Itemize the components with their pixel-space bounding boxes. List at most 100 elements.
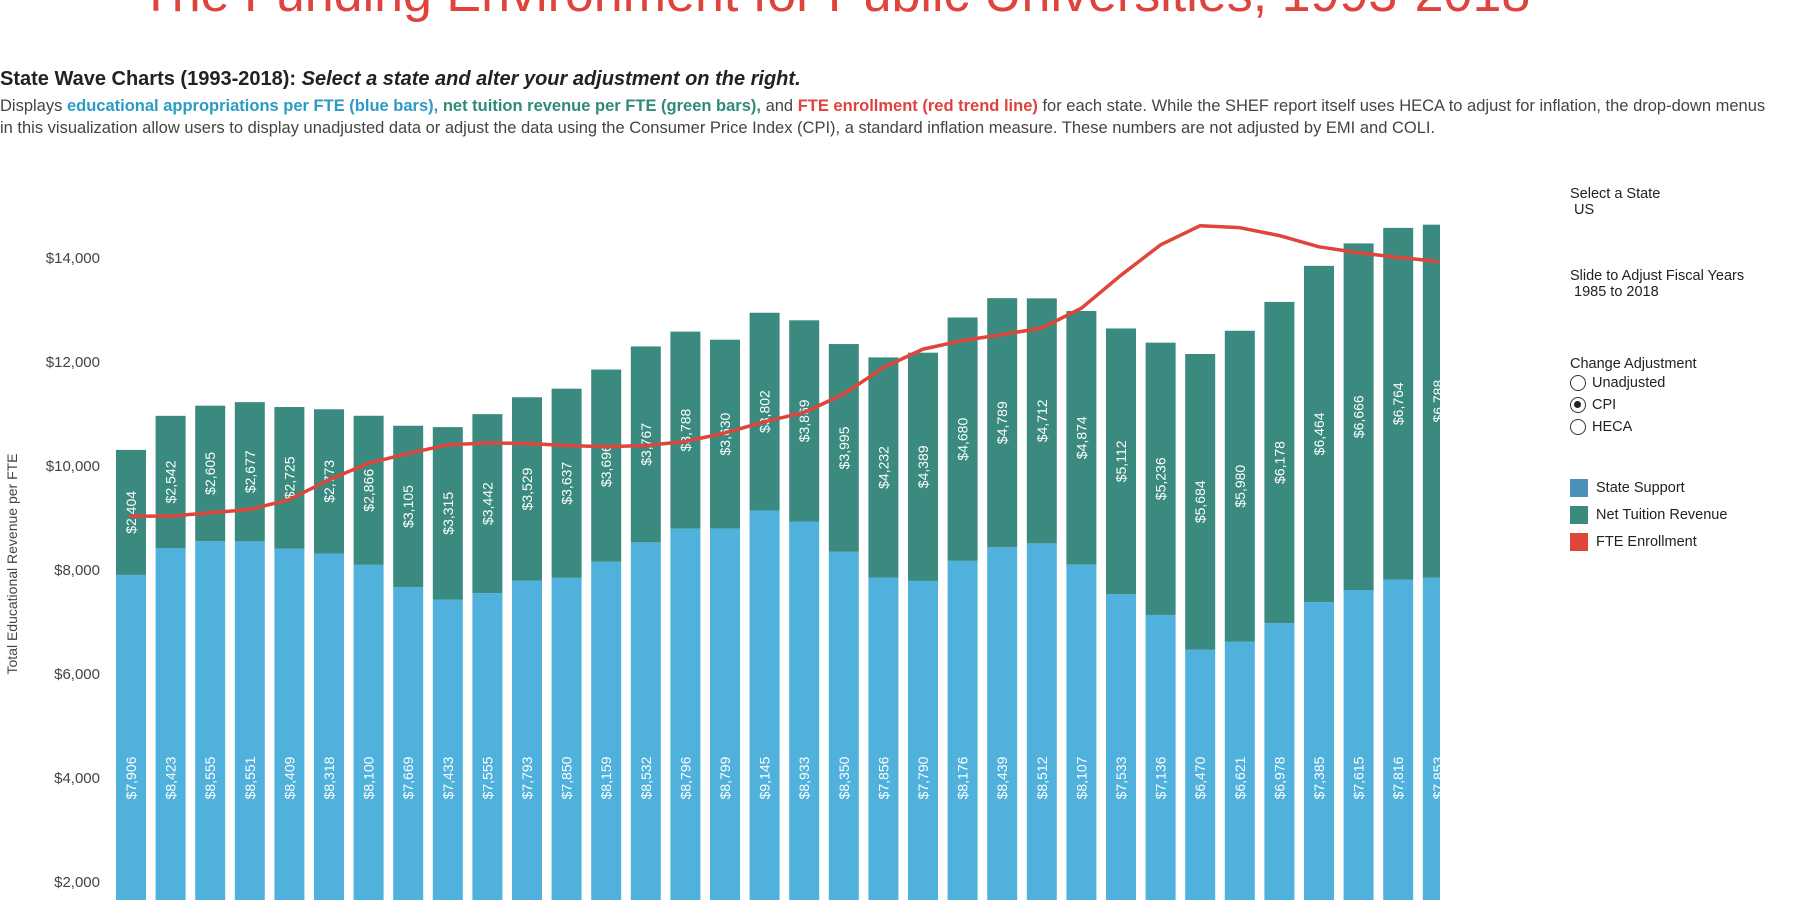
bar-net-tuition xyxy=(155,415,186,549)
bar-net-tuition xyxy=(432,427,463,600)
bar-state-support xyxy=(393,587,424,900)
radio-unadjusted[interactable] xyxy=(1570,375,1586,391)
bar-net-tuition xyxy=(1422,224,1440,578)
bar-state-support xyxy=(353,564,384,900)
bar-label-net-tuition: $4,712 xyxy=(1034,399,1050,442)
bar-state-support xyxy=(1264,623,1295,900)
legend-swatch-net-tuition xyxy=(1570,505,1588,524)
bar-net-tuition xyxy=(116,449,146,575)
bar-label-state-support: $8,555 xyxy=(202,756,218,799)
bar-label-state-support: $6,978 xyxy=(1271,756,1287,799)
adjustment-group: Change Adjustment Unadjusted CPI HECA xyxy=(1570,356,1697,438)
bar-state-support xyxy=(1224,641,1255,900)
fiscal-year-slider[interactable]: Slide to Adjust Fiscal Years 1985 to 201… xyxy=(1570,268,1744,300)
bar-net-tuition xyxy=(868,357,899,578)
bar-label-state-support: $8,532 xyxy=(638,756,654,799)
bar-label-net-tuition: $4,874 xyxy=(1073,416,1089,459)
y-tick-label: $8,000 xyxy=(54,562,100,579)
subheading-bold: State Wave Charts (1993-2018): xyxy=(0,68,297,90)
bar-state-support xyxy=(234,541,265,900)
bar-state-support xyxy=(472,593,503,900)
bar-label-state-support: $8,439 xyxy=(994,756,1010,799)
bar-state-support xyxy=(512,580,542,900)
bar-label-state-support: $7,136 xyxy=(1153,756,1169,799)
bar-net-tuition xyxy=(512,397,542,581)
fte-enrollment-line xyxy=(129,223,1440,518)
state-selector-label: Select a State xyxy=(1570,186,1661,202)
bar-state-support xyxy=(1343,590,1374,900)
bar-label-state-support: $7,533 xyxy=(1113,756,1129,799)
legend-label-fte: FTE Enrollment xyxy=(1596,533,1697,550)
bar-state-support xyxy=(828,551,859,900)
bar-label-net-tuition: $5,112 xyxy=(1113,440,1129,482)
legend-fte-enrollment: FTE Enrollment xyxy=(1570,528,1727,555)
bar-label-net-tuition: $3,442 xyxy=(479,482,495,525)
bar-net-tuition xyxy=(1383,227,1414,580)
chart-subheading: State Wave Charts (1993-2018): Select a … xyxy=(0,68,801,91)
bar-label-state-support: $7,433 xyxy=(440,756,456,799)
bar-label-net-tuition: $5,684 xyxy=(1192,480,1208,523)
bar-net-tuition xyxy=(947,317,978,561)
y-tick-label: $12,000 xyxy=(46,354,100,371)
radio-heca[interactable] xyxy=(1570,419,1586,435)
adjustment-option-cpi[interactable]: CPI xyxy=(1570,394,1697,416)
bar-net-tuition xyxy=(274,407,305,549)
bar-state-support xyxy=(630,542,661,900)
bar-label-state-support: $7,555 xyxy=(479,756,495,799)
adjustment-option-heca[interactable]: HECA xyxy=(1570,416,1697,438)
bar-net-tuition xyxy=(749,312,780,511)
adjustment-option-unadjusted[interactable]: Unadjusted xyxy=(1570,372,1697,394)
bar-label-net-tuition: $2,866 xyxy=(361,469,377,512)
bar-state-support xyxy=(1066,564,1097,900)
y-tick-label: $10,000 xyxy=(46,458,100,475)
desc-red-line: FTE enrollment (red trend line) xyxy=(797,97,1038,115)
state-selector-value[interactable]: US xyxy=(1574,202,1595,218)
radio-cpi[interactable] xyxy=(1570,397,1586,413)
bar-state-support xyxy=(1026,543,1057,900)
bar-net-tuition xyxy=(670,331,701,529)
y-axis-title: Total Educational Revenue per FTE xyxy=(4,453,20,674)
bar-state-support xyxy=(947,560,978,900)
bar-state-support xyxy=(789,521,820,900)
bar-label-state-support: $7,856 xyxy=(875,756,891,799)
bar-label-net-tuition: $4,389 xyxy=(915,445,931,488)
bar-state-support xyxy=(274,548,305,900)
subheading-instruction: Select a state and alter your adjustment… xyxy=(301,68,801,90)
bar-net-tuition xyxy=(987,298,1018,548)
bar-state-support xyxy=(432,599,463,900)
bar-label-state-support: $8,176 xyxy=(955,756,971,799)
bar-state-support xyxy=(749,510,780,900)
bar-label-net-tuition: $2,677 xyxy=(242,450,258,493)
bar-label-state-support: $8,350 xyxy=(836,756,852,799)
bar-label-state-support: $7,615 xyxy=(1351,756,1367,799)
bar-net-tuition xyxy=(1066,310,1097,565)
bar-label-state-support: $8,551 xyxy=(242,756,258,799)
bar-net-tuition xyxy=(789,320,820,522)
bar-state-support xyxy=(1383,579,1414,900)
bar-net-tuition xyxy=(1106,328,1136,595)
bar-label-state-support: $7,669 xyxy=(400,756,416,799)
bar-label-state-support: $7,790 xyxy=(915,756,931,799)
fiscal-year-label: Slide to Adjust Fiscal Years xyxy=(1570,268,1745,284)
state-selector[interactable]: Select a State US xyxy=(1570,186,1660,218)
bar-label-state-support: $8,423 xyxy=(163,756,179,799)
bar-label-state-support: $7,850 xyxy=(559,756,575,799)
legend-net-tuition: Net Tuition Revenue xyxy=(1570,501,1727,528)
bar-net-tuition xyxy=(1304,265,1334,602)
bar-label-net-tuition: $6,178 xyxy=(1271,441,1287,484)
bar-state-support xyxy=(155,548,186,900)
bar-state-support xyxy=(1422,577,1440,900)
bar-label-net-tuition: $3,802 xyxy=(757,390,773,433)
legend-label-state-support: State Support xyxy=(1596,479,1685,496)
radio-heca-label: HECA xyxy=(1592,419,1633,435)
bar-label-net-tuition: $3,105 xyxy=(400,485,416,528)
bar-label-state-support: $7,816 xyxy=(1390,756,1406,799)
bar-label-net-tuition: $2,542 xyxy=(163,460,179,503)
bar-net-tuition xyxy=(1026,298,1057,544)
legend-state-support: State Support xyxy=(1570,474,1727,501)
bar-label-net-tuition: $2,404 xyxy=(123,491,139,534)
bar-label-state-support: $6,470 xyxy=(1192,756,1208,799)
bar-label-state-support: $8,933 xyxy=(796,756,812,799)
bar-net-tuition xyxy=(828,344,859,552)
bar-label-net-tuition: $3,315 xyxy=(440,492,456,535)
